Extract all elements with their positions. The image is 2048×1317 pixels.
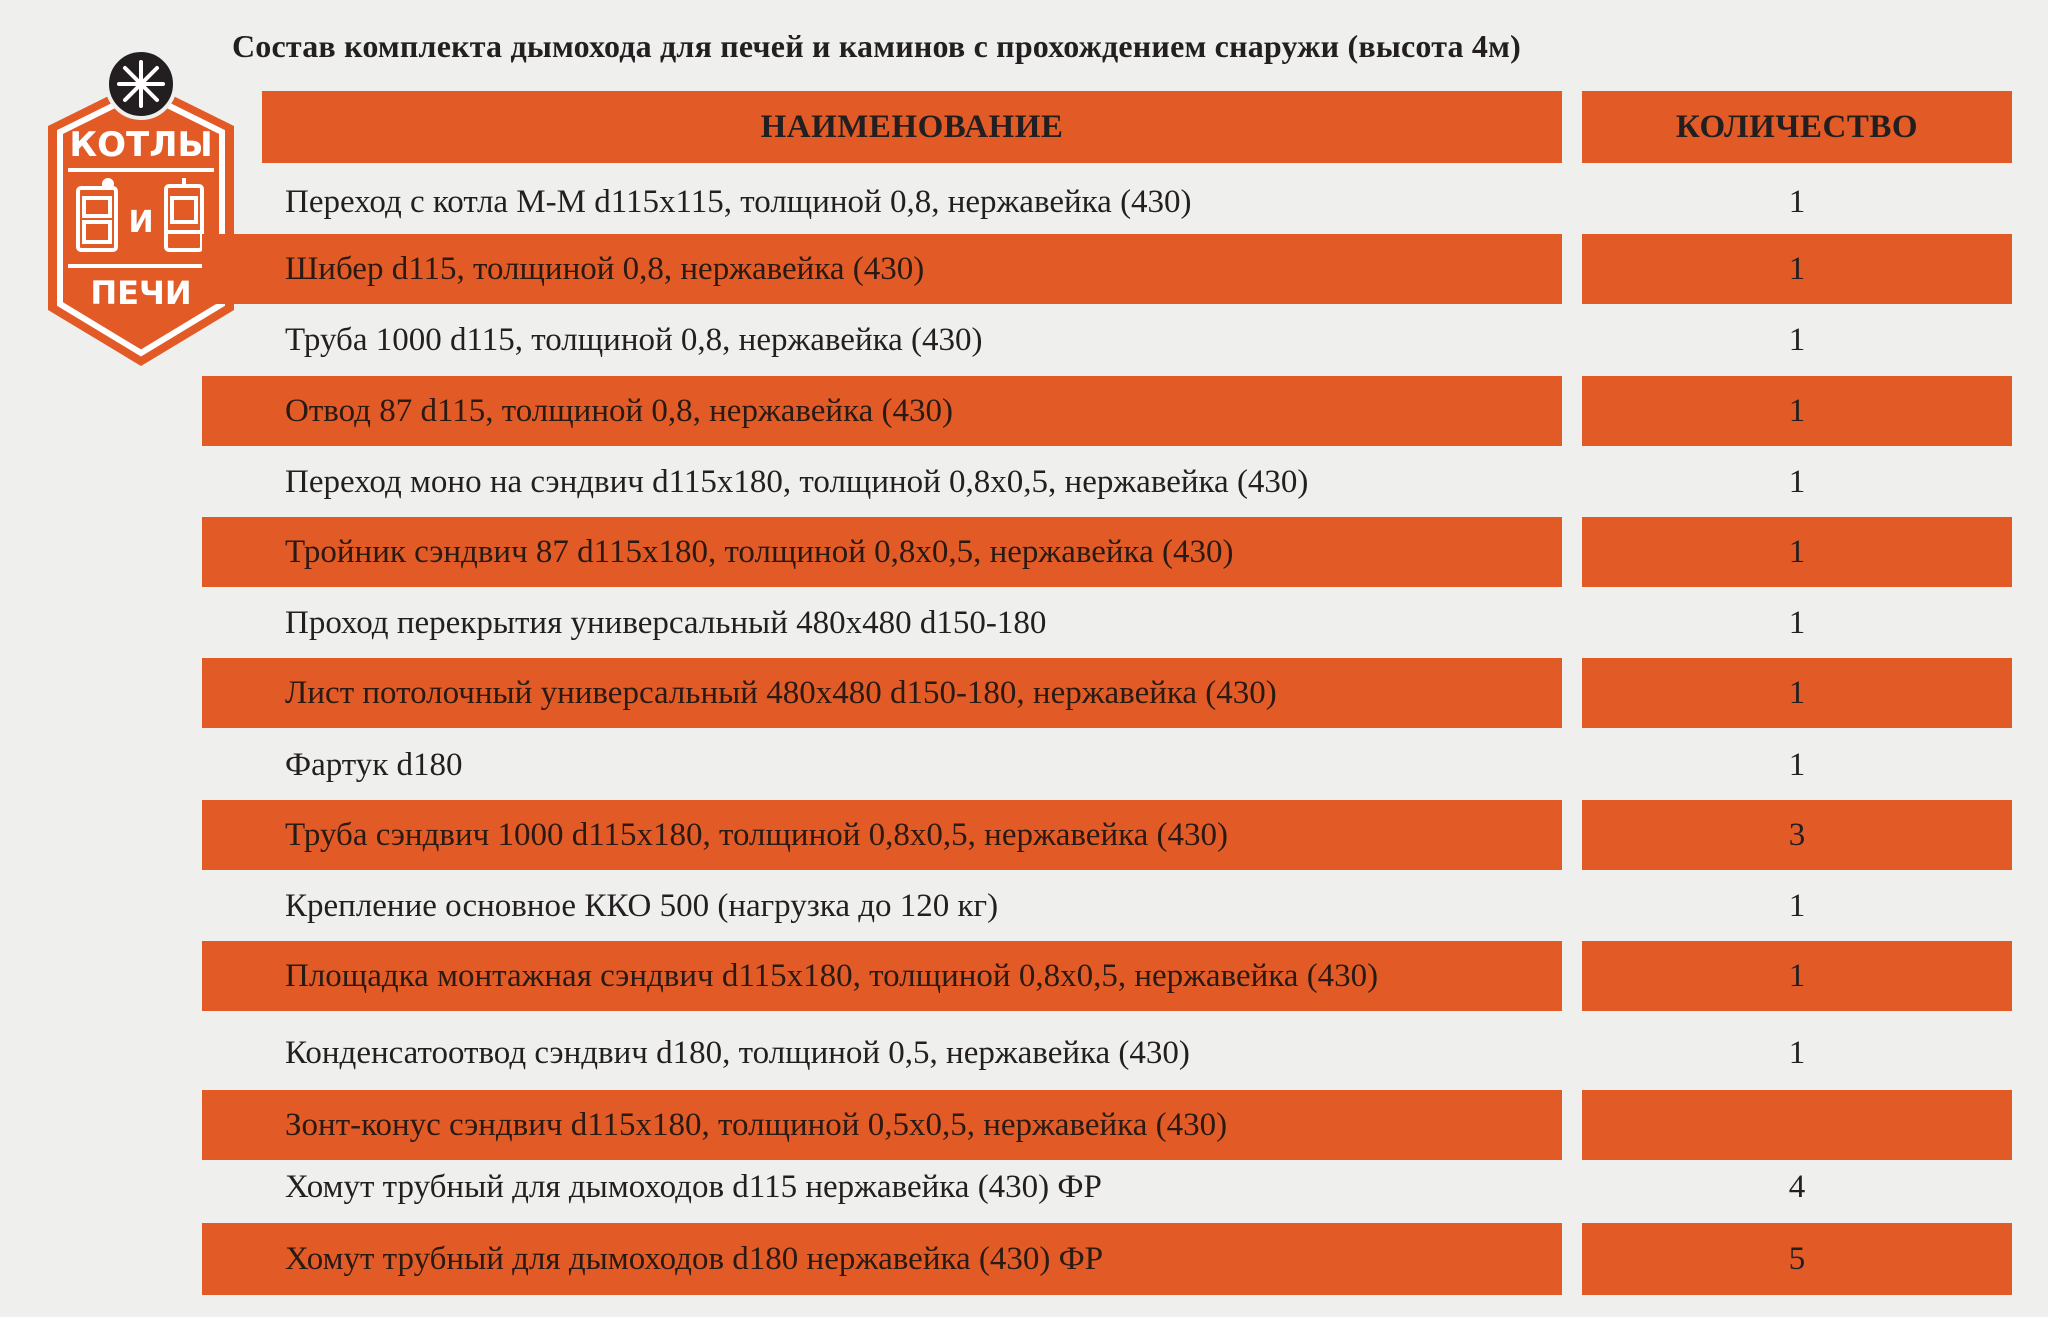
table-row: Переход с котла М-М d115х115, толщиной 0… [0,167,2048,237]
row-qty: 1 [1788,746,1806,783]
boiler-icon [76,178,118,252]
row-name-cell: Крепление основное ККО 500 (нагрузка до … [202,871,1562,941]
row-name: Отвод 87 d115, толщиной 0,8, нержавейка … [285,392,953,429]
table-row: Проход перекрытия универсальный 480х480 … [0,588,2048,658]
row-name-cell: Хомут трубный для дымоходов d115 нержаве… [202,1160,1562,1215]
table-row: Переход моно на сэндвич d115х180, толщин… [0,447,2048,517]
table-row: Труба 1000 d115, толщиной 0,8, нержавейк… [0,305,2048,375]
row-qty: 1 [1582,658,2012,728]
table-row: Лист потолочный универсальный 480х480 d1… [0,658,2048,728]
stove-icon [164,178,204,252]
row-name: Проход перекрытия универсальный 480х480 … [285,604,1047,641]
row-name-cell: Проход перекрытия универсальный 480х480 … [202,588,1562,658]
row-qty: 1 [1788,604,1806,641]
row-name-cell: Переход с котла М-М d115х115, толщиной 0… [202,167,1562,237]
row-qty: 3 [1582,800,2012,870]
logo-bottom-text: ПЕЧИ [90,274,191,312]
table-row: Шибер d115, толщиной 0,8, нержавейка (43… [0,234,2048,304]
row-qty: 1 [1582,517,2012,587]
row-qty: 5 [1582,1223,2012,1295]
row-name-cell: Труба сэндвич 1000 d115х180, толщиной 0,… [202,800,1562,870]
row-qty [1582,1090,2012,1160]
row-name-cell: Тройник сэндвич 87 d115х180, толщиной 0,… [202,517,1562,587]
row-qty: 4 [1788,1169,1806,1205]
row-name-cell: Хомут трубный для дымоходов d180 нержаве… [202,1223,1562,1295]
row-name: Переход с котла М-М d115х115, толщиной 0… [285,183,1192,220]
row-qty: 1 [1582,234,2012,304]
row-name: Труба сэндвич 1000 d115х180, толщиной 0,… [285,816,1229,853]
row-name: Хомут трубный для дымоходов d180 нержаве… [285,1240,1104,1277]
row-name-cell: Труба 1000 d115, толщиной 0,8, нержавейк… [202,305,1562,375]
table-row: Хомут трубный для дымоходов d180 нержаве… [0,1223,2048,1295]
logo-top-text: КОТЛЫ [69,125,212,165]
row-name: Тройник сэндвич 87 d115х180, толщиной 0,… [285,533,1234,570]
table-row: Труба сэндвич 1000 d115х180, толщиной 0,… [0,800,2048,870]
row-name: Шибер d115, толщиной 0,8, нержавейка (43… [285,250,925,287]
logo-middle-text: И [128,205,153,240]
row-qty: 1 [1788,1034,1806,1071]
row-name-cell: Фартук d180 [202,730,1562,800]
table-row: Зонт-конус сэндвич d115х180, толщиной 0,… [0,1090,2048,1160]
table-row: Тройник сэндвич 87 d115х180, толщиной 0,… [0,517,2048,587]
snowflake-icon [117,60,165,108]
table-row: Конденсатоотвод сэндвич d180, толщиной 0… [0,1018,2048,1088]
row-qty: 1 [1582,376,2012,446]
row-name-cell: Отвод 87 d115, толщиной 0,8, нержавейка … [202,376,1562,446]
kotly-i-pechi-logo: КОТЛЫ И ПЕЧИ [48,48,234,366]
row-name: Площадка монтажная сэндвич d115х180, тол… [285,957,1379,994]
table-row: Хомут трубный для дымоходов d115 нержаве… [0,1160,2048,1215]
row-name: Зонт-конус сэндвич d115х180, толщиной 0,… [285,1106,1228,1143]
row-qty: 1 [1788,321,1806,358]
row-name-cell: Лист потолочный универсальный 480х480 d1… [202,658,1562,728]
row-name-cell: Зонт-конус сэндвич d115х180, толщиной 0,… [202,1090,1562,1160]
row-name: Переход моно на сэндвич d115х180, толщин… [285,463,1309,500]
row-qty: 1 [1788,887,1806,924]
row-name: Крепление основное ККО 500 (нагрузка до … [285,887,999,924]
row-qty: 1 [1788,463,1806,500]
row-name-cell: Площадка монтажная сэндвич d115х180, тол… [202,941,1562,1011]
row-name: Хомут трубный для дымоходов d115 нержаве… [285,1169,1102,1205]
table-row: Площадка монтажная сэндвич d115х180, тол… [0,941,2048,1011]
row-name: Лист потолочный универсальный 480х480 d1… [285,674,1277,711]
row-qty: 1 [1582,941,2012,1011]
page-title: Состав комплекта дымохода для печей и ка… [232,28,1521,64]
row-name: Фартук d180 [285,746,463,783]
row-name: Труба 1000 d115, толщиной 0,8, нержавейк… [285,321,983,358]
table-row: Крепление основное ККО 500 (нагрузка до … [0,871,2048,941]
row-name-cell: Конденсатоотвод сэндвич d180, толщиной 0… [202,1018,1562,1088]
table-row: Отвод 87 d115, толщиной 0,8, нержавейка … [0,376,2048,446]
table-row: Фартук d180 1 [0,730,2048,800]
row-name-cell: Шибер d115, толщиной 0,8, нержавейка (43… [202,234,1562,304]
row-name: Конденсатоотвод сэндвич d180, толщиной 0… [285,1034,1190,1071]
column-header-name: НАИМЕНОВАНИЕ [262,91,1562,163]
row-qty: 1 [1788,183,1806,220]
row-name-cell: Переход моно на сэндвич d115х180, толщин… [202,447,1562,517]
column-header-qty: КОЛИЧЕСТВО [1582,91,2012,163]
